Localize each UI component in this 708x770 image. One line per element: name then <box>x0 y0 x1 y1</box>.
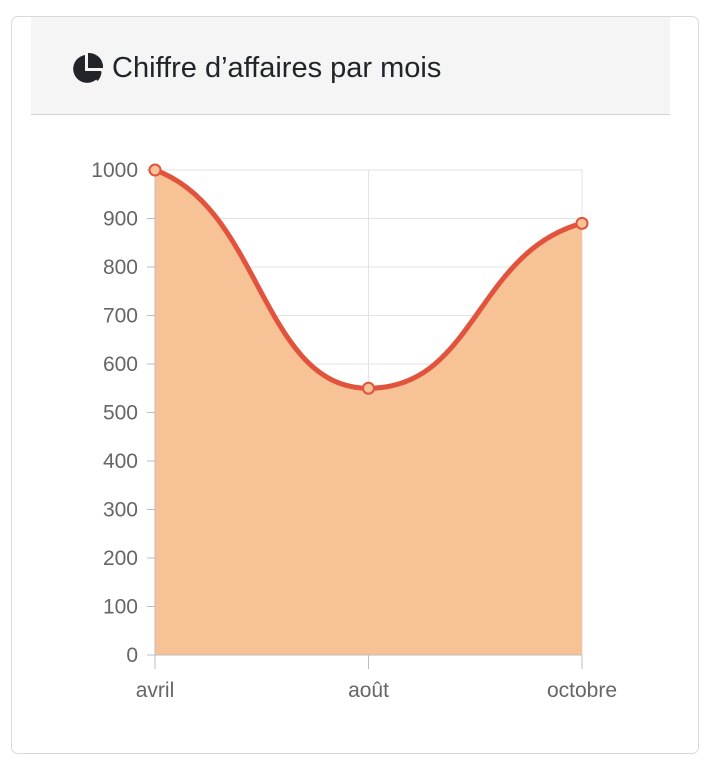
y-tick-label: 500 <box>103 402 138 425</box>
y-tick-label: 800 <box>103 256 138 279</box>
x-axis-ticks: avril août octobre <box>136 679 617 702</box>
y-tick-label: 0 <box>126 644 138 667</box>
x-tick-label: avril <box>136 679 175 702</box>
y-tick-label: 100 <box>103 596 138 619</box>
x-tick-label: octobre <box>547 679 617 702</box>
card-header: Chiffre d’affaires par mois <box>31 17 670 115</box>
y-tick-label: 200 <box>103 547 138 570</box>
data-point[interactable] <box>148 163 162 177</box>
data-points <box>148 163 589 395</box>
y-tick-label: 600 <box>103 353 138 376</box>
y-axis-ticks: 0 100 200 300 400 500 600 700 800 900 1000 <box>91 159 138 667</box>
y-tick-label: 400 <box>103 450 138 473</box>
data-point[interactable] <box>362 381 375 395</box>
pie-chart-icon <box>73 52 104 83</box>
y-tick-label: 700 <box>103 305 138 328</box>
axes <box>147 169 583 669</box>
data-point[interactable] <box>575 216 589 230</box>
x-tick-label: août <box>348 679 389 702</box>
y-tick-label: 900 <box>103 208 138 231</box>
y-tick-label: 1000 <box>91 159 138 182</box>
card-title: Chiffre d’affaires par mois <box>112 52 442 84</box>
series-area <box>155 170 582 655</box>
y-tick-label: 300 <box>103 499 138 522</box>
